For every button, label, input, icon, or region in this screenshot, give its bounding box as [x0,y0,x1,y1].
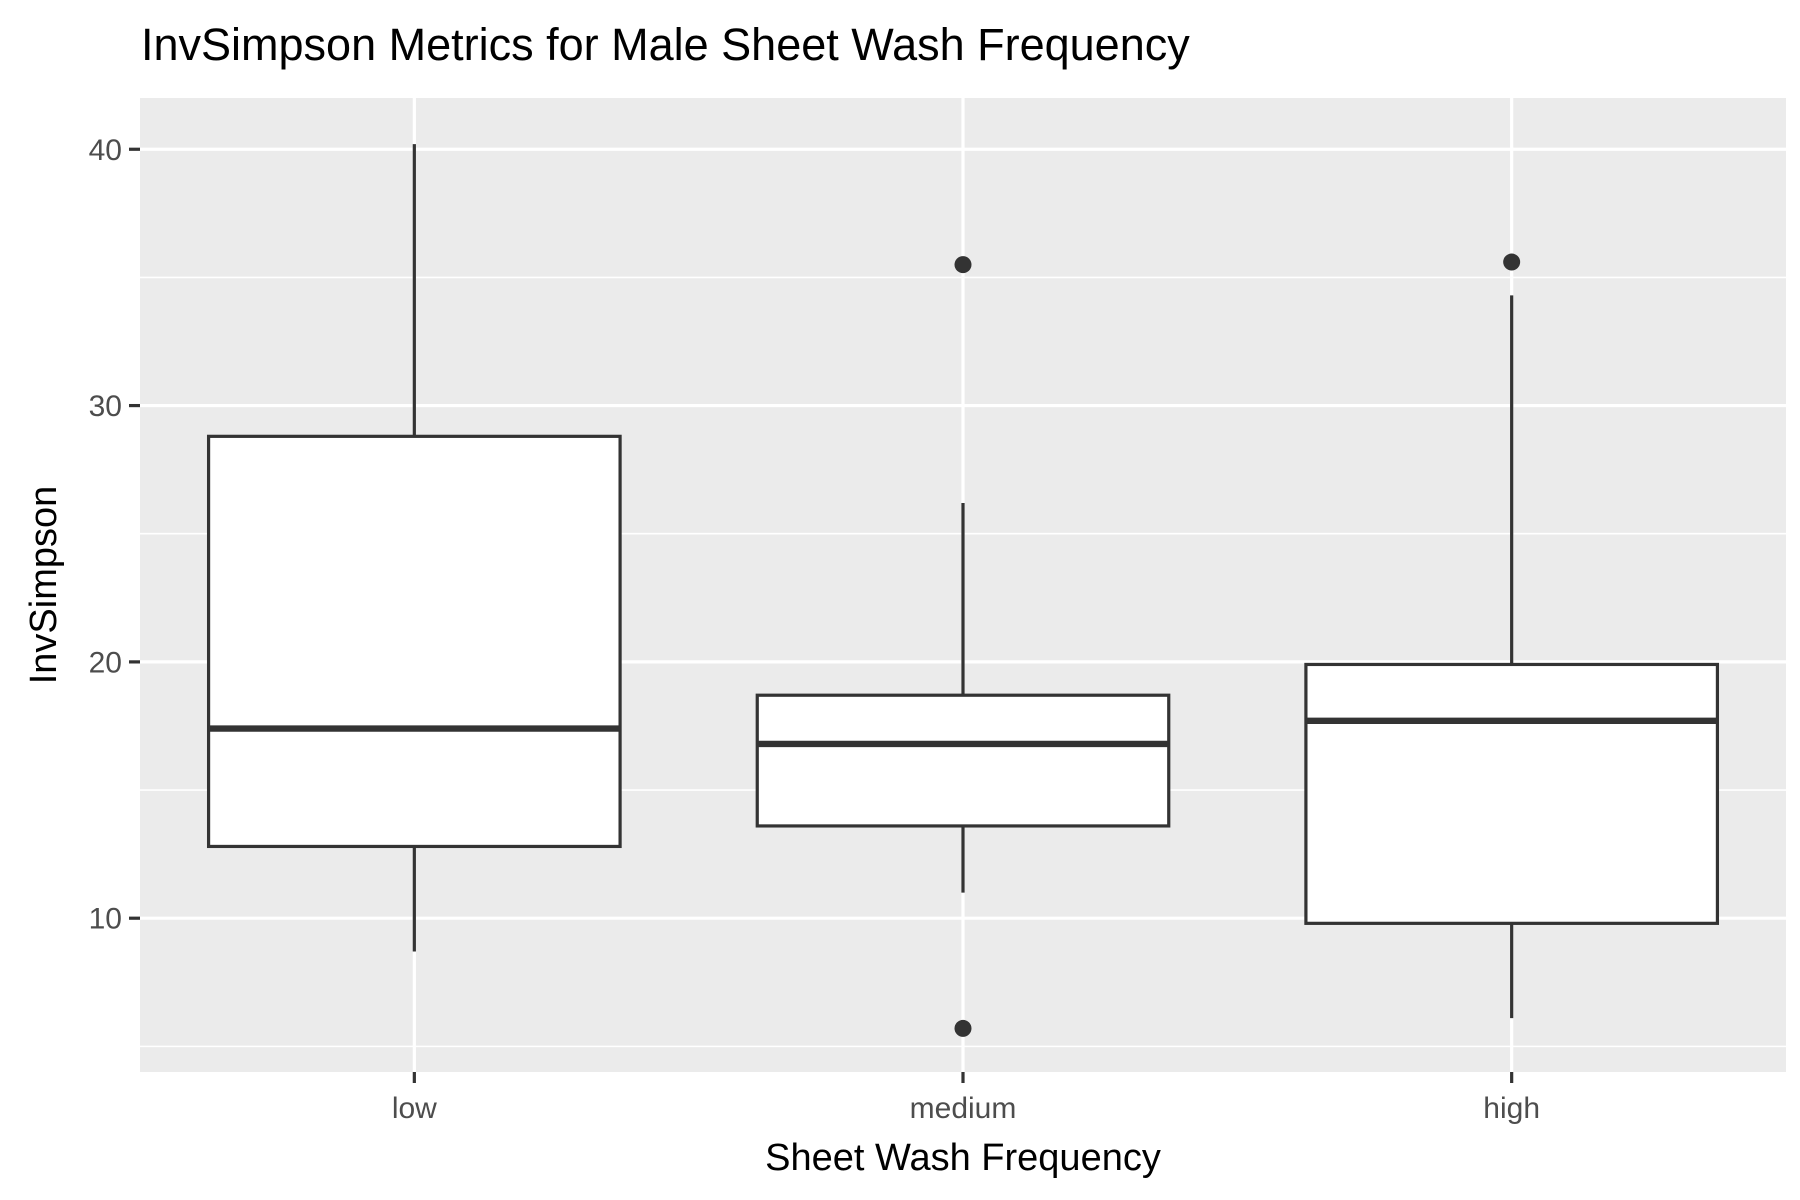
iqr-box [755,693,1171,828]
outlier-point [954,1019,972,1037]
iqr-box [1304,662,1720,925]
chart-title: InvSimpson Metrics for Male Sheet Wash F… [141,19,1190,70]
outlier-point [954,256,972,274]
box-low [206,144,622,952]
axes: 10 20 30 40 low medium high [89,134,1540,1125]
box-medium [755,256,1171,1037]
y-tick-label: 20 [89,646,122,679]
y-tick-label: 40 [89,134,122,167]
y-axis-title: InvSimpson [23,486,65,685]
x-tick-label: medium [910,1092,1017,1125]
x-tick-label: high [1483,1092,1540,1125]
outlier-point [1503,253,1521,271]
box-layer [206,144,1720,1037]
x-axis-title: Sheet Wash Frequency [765,1137,1161,1179]
y-tick-label: 30 [89,390,122,423]
box-high [1304,253,1720,1019]
y-tick-label: 10 [89,903,122,936]
iqr-box [206,434,622,849]
x-tick-label: low [392,1092,437,1125]
